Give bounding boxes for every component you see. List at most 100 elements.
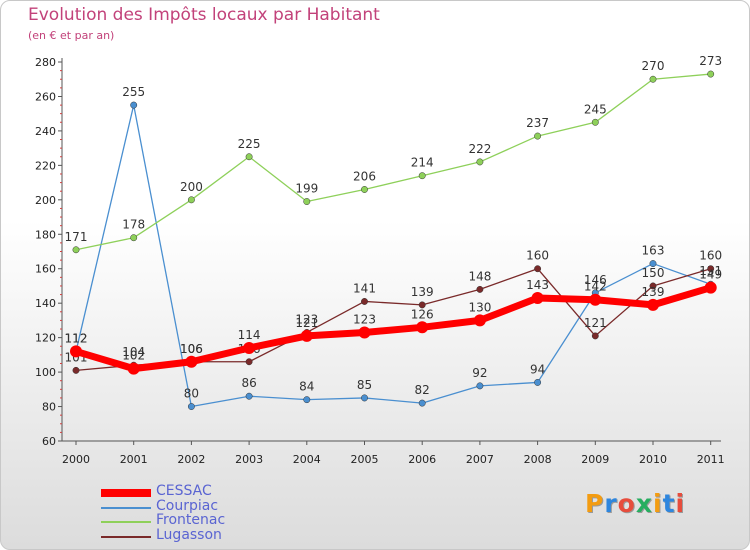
data-point-cessac (70, 345, 82, 358)
y-tick-label: 80 (42, 401, 56, 414)
data-label-courpiac: 85 (357, 378, 372, 392)
data-point-lugasson (418, 301, 426, 309)
data-point-courpiac (649, 260, 657, 268)
x-tick-label: 2004 (293, 453, 321, 466)
legend-swatch (101, 521, 151, 523)
data-label-cessac: 149 (699, 268, 722, 282)
data-label-frontenac: 222 (468, 142, 491, 156)
series-line-lugasson (75, 268, 711, 372)
data-point-courpiac (418, 399, 426, 407)
x-tick-label: 2002 (177, 453, 205, 466)
data-label-frontenac: 270 (642, 59, 665, 73)
data-point-courpiac (187, 403, 195, 410)
logo-letter: P (585, 489, 605, 518)
series-line-frontenac (75, 73, 711, 251)
data-point-courpiac (361, 394, 368, 402)
x-tick-label: 2011 (697, 453, 725, 466)
data-label-courpiac: 94 (530, 362, 545, 376)
y-tick-label: 260 (35, 90, 56, 103)
legend-label: Courpiac (156, 497, 219, 514)
data-label-cessac: 139 (642, 285, 665, 299)
y-tick-label: 160 (35, 263, 56, 276)
data-label-cessac: 112 (65, 331, 88, 345)
chart-title: Evolution des Impôts locaux par Habitant (28, 5, 380, 25)
data-label-frontenac: 273 (699, 54, 722, 68)
data-point-frontenac (707, 70, 715, 78)
logo-letter: x (635, 489, 653, 518)
data-label-courpiac: 86 (241, 376, 256, 390)
legend-label: CESSAC (156, 483, 212, 499)
data-label-frontenac: 178 (122, 218, 145, 232)
data-label-courpiac: 92 (472, 366, 487, 380)
data-point-frontenac (476, 158, 484, 166)
data-point-lugasson (591, 332, 599, 340)
data-label-courpiac: 84 (299, 380, 314, 394)
data-label-cessac: 142 (584, 280, 607, 294)
data-point-frontenac (361, 186, 368, 193)
data-point-courpiac (130, 101, 138, 109)
data-label-frontenac: 200 (180, 180, 203, 194)
y-tick-label: 100 (35, 366, 56, 379)
y-tick-label: 120 (35, 332, 56, 345)
data-label-lugasson: 160 (699, 249, 722, 263)
logo-letter: o (617, 489, 636, 518)
data-point-lugasson (707, 265, 715, 273)
data-point-frontenac (72, 246, 80, 254)
data-point-cessac (704, 281, 717, 294)
legend-label: Lugasson (156, 526, 222, 543)
data-point-cessac (358, 326, 371, 339)
data-label-lugasson: 121 (584, 316, 607, 330)
data-label-cessac: 102 (122, 349, 145, 363)
data-point-cessac (416, 321, 429, 334)
data-point-cessac (531, 292, 544, 305)
data-label-courpiac: 112 (65, 331, 88, 345)
data-label-cessac: 130 (468, 300, 491, 314)
data-point-cessac (300, 329, 313, 342)
y-tick-label: 220 (35, 159, 56, 172)
x-tick-label: 2005 (351, 453, 379, 466)
data-label-lugasson: 150 (642, 266, 665, 280)
x-tick-label: 2003 (235, 453, 263, 466)
y-tick-label: 180 (35, 228, 56, 241)
data-label-lugasson: 160 (526, 249, 549, 263)
data-label-frontenac: 245 (584, 102, 607, 116)
chart-subtitle: (en € et par an) (28, 29, 115, 42)
logo-letter: i (675, 489, 686, 518)
data-label-cessac: 114 (238, 328, 261, 342)
data-label-frontenac: 199 (295, 182, 318, 196)
data-point-lugasson (534, 265, 542, 273)
data-point-cessac (185, 355, 198, 368)
data-label-frontenac: 171 (65, 230, 88, 244)
proxiti-logo: Proxiti (585, 489, 685, 518)
data-point-lugasson (245, 358, 253, 366)
logo-letter: t (662, 489, 676, 518)
legend-swatch (101, 489, 151, 497)
data-point-lugasson (361, 298, 368, 305)
data-label-courpiac: 146 (584, 273, 607, 287)
data-label-courpiac: 255 (122, 85, 145, 99)
legend-swatch (101, 506, 151, 509)
data-point-cessac (127, 362, 140, 375)
legend-label: Frontenac (156, 512, 226, 528)
y-tick-label: 60 (42, 435, 56, 448)
data-point-frontenac (591, 118, 599, 126)
data-point-lugasson (649, 282, 657, 290)
x-tick-label: 2008 (524, 453, 552, 466)
data-label-cessac: 143 (526, 278, 549, 292)
data-point-frontenac (534, 132, 542, 140)
data-point-frontenac (245, 153, 253, 161)
x-tick-label: 2000 (62, 453, 90, 466)
data-point-frontenac (303, 198, 311, 205)
data-point-frontenac (418, 172, 426, 180)
data-point-cessac (243, 341, 256, 354)
data-label-courpiac: 82 (415, 383, 430, 397)
data-label-cessac: 123 (353, 312, 376, 326)
y-tick-label: 280 (35, 56, 56, 69)
data-point-frontenac (649, 75, 657, 83)
logo-letter: i (653, 489, 663, 518)
data-point-courpiac (303, 396, 311, 404)
data-label-lugasson: 106 (180, 342, 203, 356)
series-line-cessac (74, 284, 712, 373)
data-point-lugasson (72, 366, 80, 374)
x-tick-label: 2010 (639, 453, 667, 466)
